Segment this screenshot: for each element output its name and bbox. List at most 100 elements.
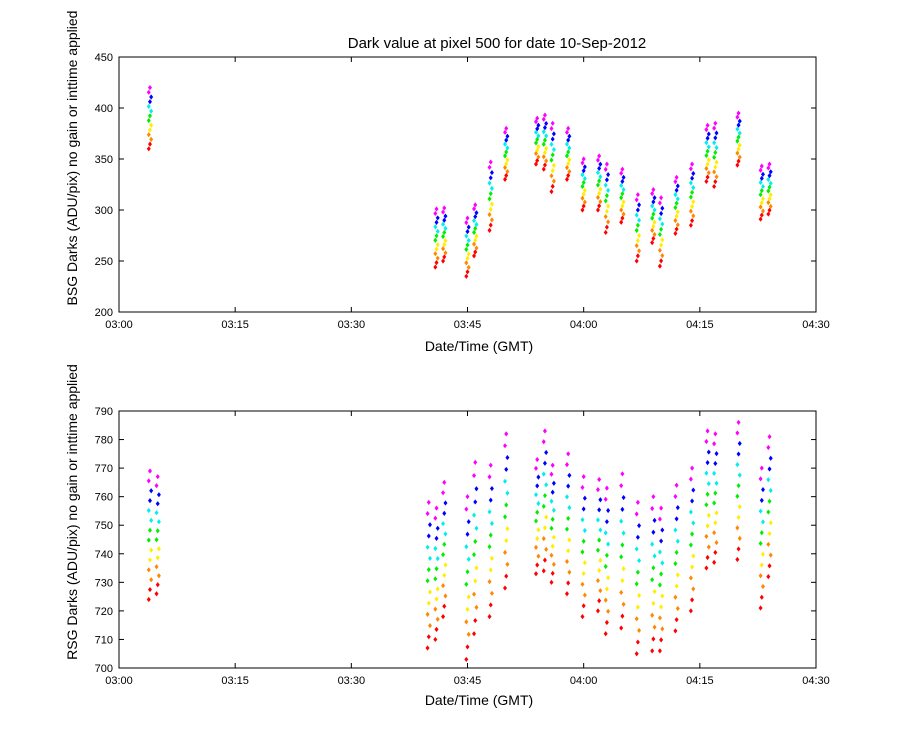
data-point bbox=[637, 592, 642, 599]
data-point bbox=[604, 208, 609, 215]
data-point bbox=[465, 255, 470, 262]
data-point bbox=[597, 203, 602, 209]
data-point bbox=[489, 485, 494, 492]
data-point bbox=[503, 549, 508, 556]
data-point bbox=[688, 208, 693, 214]
data-point bbox=[567, 133, 572, 139]
data-point bbox=[737, 535, 742, 542]
data-point bbox=[673, 527, 678, 533]
data-point bbox=[549, 552, 554, 558]
data-point bbox=[156, 519, 161, 525]
data-point bbox=[549, 471, 554, 477]
data-point bbox=[659, 571, 664, 577]
data-point bbox=[582, 176, 587, 182]
data-point bbox=[464, 273, 469, 279]
data-point bbox=[567, 569, 572, 575]
data-point bbox=[760, 551, 765, 557]
data-point bbox=[714, 145, 719, 151]
data-point bbox=[595, 207, 600, 213]
data-point bbox=[549, 157, 554, 163]
data-point bbox=[634, 581, 639, 587]
data-point bbox=[604, 193, 609, 199]
data-point bbox=[598, 174, 603, 180]
data-point bbox=[675, 183, 680, 189]
data-point bbox=[597, 190, 602, 196]
data-point bbox=[688, 222, 693, 228]
data-point bbox=[427, 555, 432, 561]
data-point bbox=[712, 559, 717, 565]
data-point bbox=[620, 471, 625, 477]
data-point bbox=[620, 203, 625, 209]
data-point bbox=[735, 461, 740, 468]
axis-ticks: 03:00 03:15 03:30 03:45 04:00 04:15 04:30 200 25… bbox=[95, 52, 830, 331]
data-point bbox=[149, 547, 154, 553]
data-point bbox=[766, 199, 771, 206]
data-point bbox=[488, 206, 493, 212]
data-point bbox=[435, 215, 440, 221]
data-point bbox=[535, 456, 540, 463]
data-point bbox=[673, 217, 678, 224]
data-point bbox=[434, 535, 439, 542]
data-point bbox=[674, 187, 679, 193]
data-point bbox=[441, 614, 446, 620]
data-point bbox=[433, 545, 438, 552]
data-point bbox=[504, 125, 509, 131]
data-point bbox=[760, 519, 765, 525]
data-point bbox=[595, 182, 600, 188]
data-point bbox=[489, 185, 494, 191]
data-point bbox=[549, 141, 554, 147]
data-point bbox=[149, 488, 154, 494]
data-point bbox=[541, 439, 546, 445]
data-point bbox=[146, 537, 151, 543]
data-point bbox=[767, 207, 772, 213]
data-point bbox=[758, 605, 763, 611]
data-point bbox=[442, 229, 447, 236]
data-point bbox=[597, 476, 602, 483]
data-point bbox=[425, 611, 430, 618]
data-point bbox=[544, 133, 549, 139]
data-point bbox=[544, 449, 549, 456]
data-point bbox=[441, 490, 446, 496]
data-point bbox=[768, 203, 773, 209]
data-point bbox=[595, 169, 600, 176]
data-point bbox=[704, 470, 709, 476]
data-point bbox=[619, 182, 624, 189]
data-point bbox=[758, 167, 763, 173]
data-point bbox=[758, 508, 763, 514]
data-point bbox=[474, 210, 479, 216]
data-point bbox=[566, 125, 571, 131]
data-point bbox=[582, 560, 587, 566]
data-point bbox=[472, 591, 477, 597]
data-point bbox=[688, 608, 693, 614]
data-point bbox=[443, 531, 448, 537]
data-point bbox=[474, 486, 479, 492]
data-point bbox=[767, 196, 772, 202]
data-point bbox=[606, 203, 611, 209]
data-point bbox=[760, 171, 765, 177]
data-point bbox=[713, 460, 718, 467]
data-point bbox=[155, 474, 160, 480]
data-point bbox=[634, 197, 639, 203]
data-point bbox=[535, 115, 540, 121]
data-point bbox=[549, 189, 554, 195]
data-points bbox=[146, 419, 773, 663]
data-point bbox=[149, 108, 154, 114]
data-point bbox=[550, 516, 555, 522]
data-point bbox=[768, 487, 773, 494]
data-point bbox=[435, 556, 440, 562]
data-point bbox=[767, 434, 772, 440]
data-point bbox=[580, 517, 585, 523]
data-point bbox=[549, 173, 554, 179]
data-point bbox=[541, 141, 546, 147]
data-point bbox=[634, 243, 639, 249]
data-point bbox=[146, 478, 151, 484]
data-point bbox=[735, 114, 740, 120]
data-point bbox=[620, 613, 625, 619]
data-point bbox=[564, 129, 569, 135]
data-point bbox=[550, 489, 555, 495]
data-point bbox=[673, 594, 678, 600]
data-point bbox=[735, 493, 740, 499]
data-point bbox=[466, 519, 471, 525]
data-point bbox=[433, 576, 438, 582]
data-point bbox=[736, 122, 741, 128]
